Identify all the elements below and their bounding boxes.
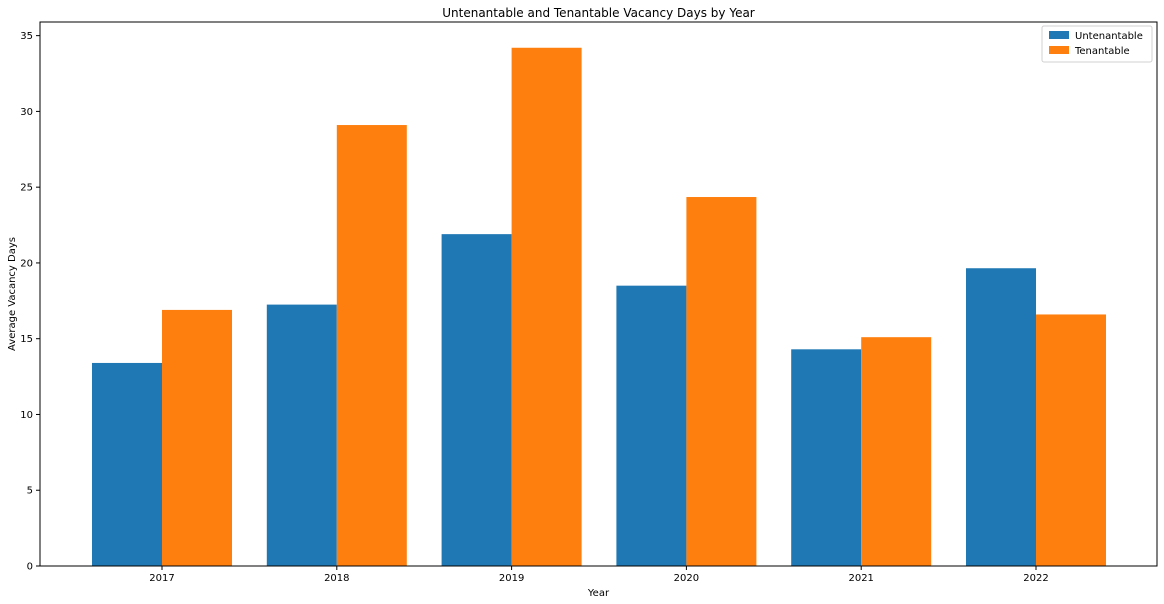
chart-title: Untenantable and Tenantable Vacancy Days… (442, 6, 755, 20)
y-axis-title: Average Vacancy Days (7, 237, 18, 351)
plot-frame (39, 21, 1158, 567)
bar-tenantable-2021 (861, 337, 932, 566)
bar-untenantable-2021 (791, 349, 862, 566)
bar-tenantable-2019 (511, 47, 582, 567)
bar-untenantable-2017 (92, 362, 162, 566)
y-tick-label: 5 (27, 486, 33, 497)
y-tick-label: 10 (20, 410, 33, 421)
bar-tenantable-2020 (686, 197, 757, 566)
legend-swatch-tenantable (1049, 46, 1069, 54)
y-tick-label: 20 (20, 258, 33, 269)
bar-untenantable-2020 (616, 285, 687, 566)
y-tick-label: 25 (20, 183, 33, 194)
x-tick-label: 2017 (149, 573, 174, 584)
y-tick-label: 30 (20, 107, 33, 118)
bar-tenantable-2022 (1036, 314, 1106, 566)
bar-untenantable-2019 (441, 234, 512, 567)
x-axis-title: Year (587, 588, 610, 599)
x-tick-label: 2020 (674, 573, 699, 584)
x-tick-label: 2021 (848, 573, 873, 584)
legend-swatch-untenantable (1049, 31, 1069, 39)
x-tick-label: 2019 (499, 573, 524, 584)
bar-untenantable-2022 (966, 268, 1036, 566)
y-tick-label: 0 (27, 562, 33, 573)
y-tick-label: 15 (20, 334, 33, 345)
legend: Untenantable Tenantable (1041, 25, 1153, 63)
bars (92, 47, 1106, 567)
legend-label-tenantable: Tenantable (1074, 46, 1130, 57)
y-axis: 0 5 10 15 20 25 30 35 (20, 31, 40, 573)
x-axis: 2017 2018 2019 2020 2021 2022 (149, 566, 1049, 584)
bar-tenantable-2018 (336, 125, 407, 567)
bar-tenantable-2017 (162, 309, 232, 566)
bar-untenantable-2018 (266, 304, 337, 566)
x-tick-label: 2018 (324, 573, 349, 584)
y-tick-label: 35 (20, 31, 33, 42)
legend-label-untenantable: Untenantable (1075, 31, 1143, 42)
x-tick-label: 2022 (1023, 573, 1048, 584)
legend-box (1041, 25, 1153, 63)
